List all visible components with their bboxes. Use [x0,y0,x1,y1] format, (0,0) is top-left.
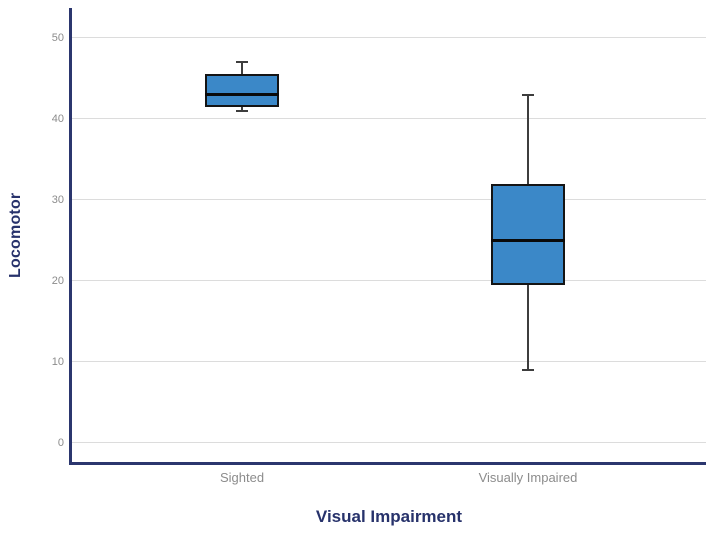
x-axis-line [69,462,706,465]
lower-whisker [527,285,529,371]
y-tick-label: 20 [51,274,64,287]
y-tick-label: 10 [51,355,64,368]
boxplot-box [491,183,565,285]
y-tick-label: 50 [51,31,64,44]
lower-whisker-cap [522,369,534,372]
gridline [72,280,706,282]
upper-whisker [241,62,243,75]
lower-whisker-cap [236,109,248,112]
y-axis-line [69,8,72,465]
y-tick-label: 0 [57,436,64,449]
lower-whisker [241,106,243,111]
gridline [72,37,706,39]
x-axis-title: Visual Impairment [315,507,463,526]
upper-whisker-cap [522,93,534,96]
x-category-label: Visually Impaired [478,470,578,485]
upper-whisker [527,94,529,184]
gridline [72,361,706,363]
y-axis-title: Locomotor [7,192,24,278]
gridline [72,118,706,120]
y-tick-label: 30 [51,193,64,206]
median-line [491,238,565,242]
y-tick-label: 40 [51,112,64,125]
gridline [72,199,706,201]
plot-area [72,8,706,462]
gridline [72,442,706,444]
boxplot-box [205,74,279,107]
median-line [205,93,279,97]
x-category-label: Sighted [219,470,265,485]
upper-whisker-cap [236,61,248,64]
